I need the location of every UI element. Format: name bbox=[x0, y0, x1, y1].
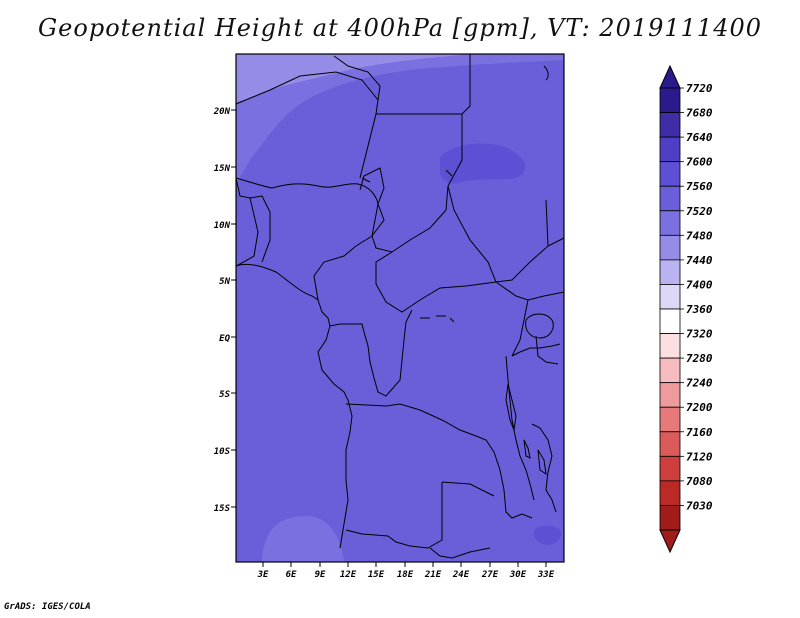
lon-label: 18E bbox=[397, 570, 414, 580]
colorbar-label: 7440 bbox=[686, 254, 713, 267]
lat-label: 15N bbox=[214, 164, 231, 174]
contour-7600-southeast bbox=[533, 525, 562, 545]
colorbar-box bbox=[659, 136, 681, 163]
lakes bbox=[361, 169, 554, 476]
colorbar-box bbox=[659, 308, 681, 334]
colorbar-box bbox=[659, 382, 681, 408]
colorbar-box bbox=[659, 455, 681, 482]
colorbar-box bbox=[659, 431, 681, 457]
lon-label: 21E bbox=[424, 570, 442, 580]
colorbar-label: 7480 bbox=[686, 229, 713, 242]
colorbar-box bbox=[659, 505, 681, 531]
contour-7600-sahel bbox=[440, 143, 526, 184]
map-title: Geopotential Height at 400hPa [gpm], VT:… bbox=[38, 14, 762, 42]
lon-label: 15E bbox=[368, 570, 385, 580]
colorbar-box bbox=[659, 284, 681, 310]
contour-7520-north bbox=[236, 54, 564, 182]
lon-label: 30E bbox=[509, 570, 527, 580]
contour-7520-south bbox=[262, 516, 344, 562]
colorbar-box bbox=[659, 87, 681, 113]
lon-label: 33E bbox=[537, 570, 555, 580]
lat-label: 20N bbox=[213, 107, 231, 117]
lat-ticks bbox=[231, 109, 236, 508]
colorbar-box bbox=[659, 406, 681, 433]
lat-label: EQ bbox=[219, 334, 230, 344]
colorbar-box bbox=[659, 333, 681, 359]
lon-label: 6E bbox=[286, 570, 297, 580]
colorbar-box bbox=[659, 259, 681, 285]
coastline-red-sea bbox=[543, 65, 549, 81]
lon-label: 12E bbox=[340, 570, 357, 580]
lon-label: 24E bbox=[452, 570, 470, 580]
colorbar-box bbox=[659, 357, 681, 384]
colorbar-label: 7200 bbox=[686, 401, 713, 414]
lon-label: 3E bbox=[257, 570, 269, 580]
colorbar-box bbox=[659, 234, 681, 261]
colorbar-label: 7280 bbox=[686, 352, 713, 365]
lat-label: 10S bbox=[214, 447, 231, 457]
colorbar-label: 7120 bbox=[686, 450, 713, 463]
colorbar-box bbox=[659, 112, 681, 138]
colorbar-label: 7680 bbox=[686, 107, 713, 120]
colorbar-label: 7520 bbox=[686, 205, 713, 218]
colorbar-label: 7600 bbox=[686, 156, 713, 169]
colorbar-boxes bbox=[659, 87, 681, 531]
colorbar-label: 7160 bbox=[686, 426, 713, 439]
colorbar-bottom-arrow bbox=[659, 529, 681, 554]
colorbar-label: 7720 bbox=[686, 82, 713, 95]
colorbar-label: 7320 bbox=[686, 328, 713, 341]
map-frame bbox=[235, 53, 565, 563]
colorbar-label: 7080 bbox=[686, 475, 713, 488]
colorbar: 7720 7680 7640 7600 7560 7520 7480 7440 7400 7360… bbox=[659, 64, 713, 554]
colorbar-box bbox=[659, 161, 681, 187]
lon-ticks bbox=[262, 562, 547, 567]
colorbar-label: 7360 bbox=[686, 303, 713, 316]
colorbar-box bbox=[659, 210, 681, 236]
colorbar-top-arrow bbox=[659, 64, 681, 89]
colorbar-label: 7400 bbox=[686, 278, 713, 291]
colorbar-label: 7560 bbox=[686, 180, 713, 193]
colorbar-box bbox=[659, 480, 681, 506]
contour-7480-north bbox=[236, 54, 470, 102]
credit-text: GrADS: IGES/COLA bbox=[4, 602, 91, 612]
height-field-base bbox=[236, 54, 564, 562]
lat-label: 10N bbox=[214, 221, 231, 231]
lon-label: 9E bbox=[315, 570, 326, 580]
colorbar-label: 7030 bbox=[686, 499, 713, 512]
lat-label: 5N bbox=[219, 277, 230, 287]
map-panel bbox=[235, 53, 565, 563]
colorbar-labels: 7720 7680 7640 7600 7560 7520 7480 7440 7400 7360… bbox=[680, 82, 713, 512]
lat-label: 5S bbox=[219, 390, 230, 400]
lat-axis: 20N 15N 10N 5N EQ 5S 10S 15S bbox=[213, 107, 231, 514]
colorbar-label: 7240 bbox=[686, 377, 713, 390]
colorbar-label: 7640 bbox=[686, 131, 713, 144]
lat-label: 15S bbox=[214, 504, 231, 514]
lon-label: 27E bbox=[481, 570, 499, 580]
colorbar-box bbox=[659, 185, 681, 212]
lon-axis: 3E 6E 9E 12E 15E 18E 21E 24E 27E 30E 33E bbox=[257, 570, 555, 580]
